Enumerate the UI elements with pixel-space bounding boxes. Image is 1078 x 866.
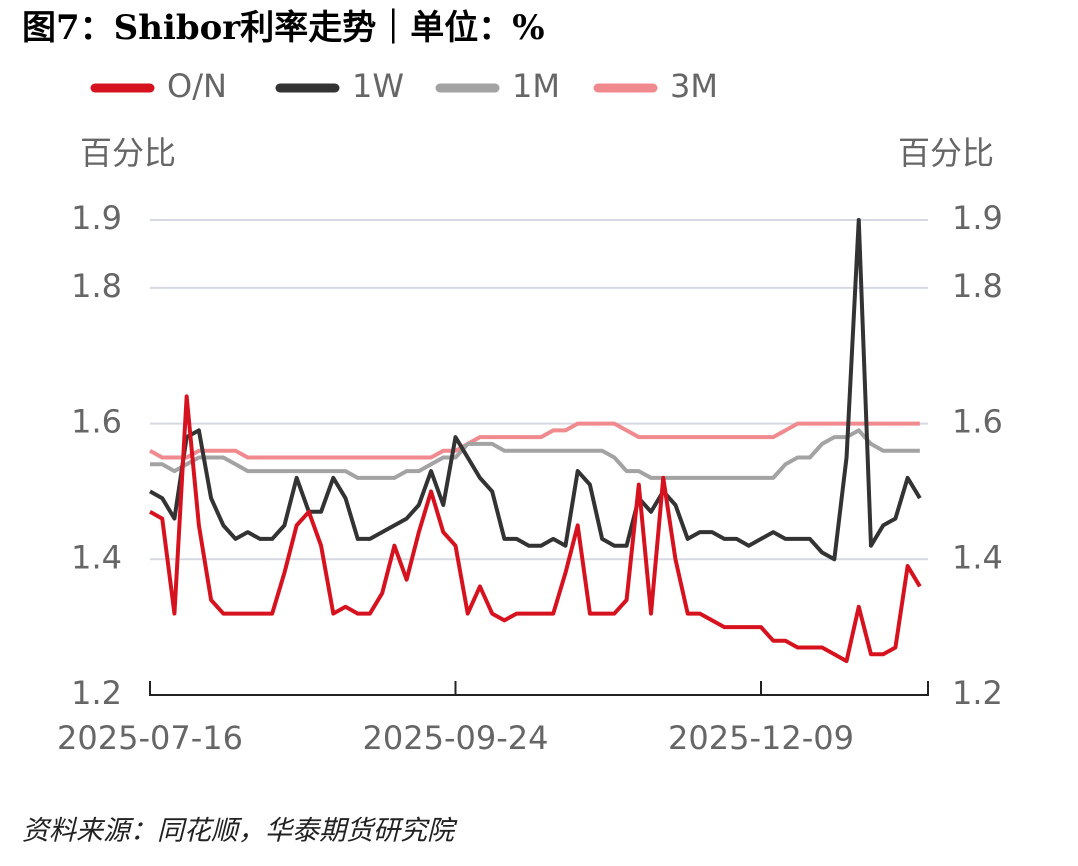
y2-tick-label: 1.6: [952, 403, 1003, 441]
y2-tick-label: 1.4: [952, 538, 1003, 576]
y2-axis-label: 百分比: [898, 134, 994, 172]
legend-label: 3M: [670, 67, 718, 105]
series-line: [149, 421, 920, 460]
chart-title: 图7：Shibor利率走势｜单位：%: [22, 8, 545, 48]
y-tick-label: 1.6: [71, 403, 122, 441]
y2-tick-label: 1.2: [952, 674, 1003, 712]
series-line: [150, 428, 920, 480]
x-tick-label: 2025-09-24: [363, 719, 549, 757]
legend-label: 1W: [352, 67, 404, 105]
x-tick-label: 2025-07-16: [57, 719, 243, 757]
series-line: [149, 394, 922, 664]
legend-label: O/N: [167, 67, 227, 105]
y-tick-label: 1.2: [71, 674, 122, 712]
x-tick-label: 2025-12-09: [668, 719, 854, 757]
legend-label: 1M: [512, 67, 560, 105]
y-tick-label: 1.9: [71, 199, 122, 237]
y2-tick-label: 1.9: [952, 199, 1003, 237]
source-note: 资料来源：同花顺，华泰期货研究院: [22, 816, 458, 847]
y-tick-label: 1.8: [71, 267, 122, 305]
y-tick-label: 1.4: [71, 538, 122, 576]
y-axis-label: 百分比: [80, 134, 176, 172]
y2-tick-label: 1.8: [952, 267, 1003, 305]
series-line: [149, 218, 922, 562]
